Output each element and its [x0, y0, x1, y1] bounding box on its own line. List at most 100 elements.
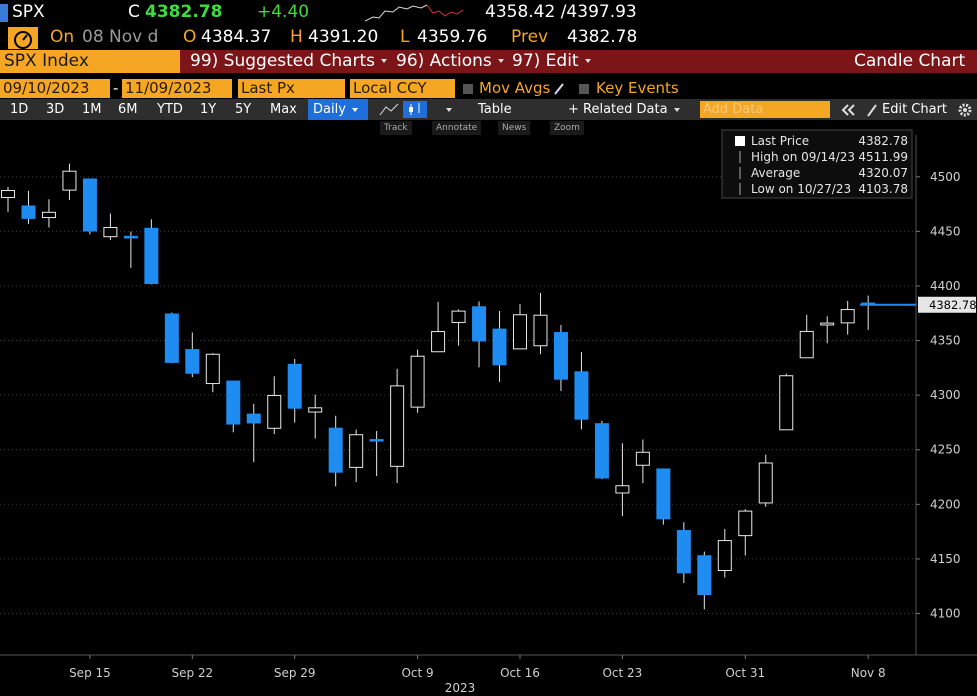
candle-body — [410, 355, 425, 408]
period-button[interactable]: 6M — [118, 102, 138, 117]
candle-body — [738, 510, 753, 537]
tool-button[interactable]: Annotate — [432, 121, 482, 135]
edit-chart-button[interactable]: Edit Chart — [882, 102, 948, 117]
x-tick-label: Oct 16 — [500, 666, 540, 680]
related-data-menu[interactable]: + Related Data — [568, 99, 680, 120]
candle-body — [369, 439, 384, 442]
candle-body — [533, 314, 548, 347]
y-tick-label: 4450 — [930, 224, 961, 238]
mov-avgs-checkbox[interactable] — [463, 84, 473, 94]
candle-body — [287, 363, 302, 409]
tool-button[interactable]: Track — [380, 121, 412, 135]
last-price-tag-label: 4382.78 — [929, 298, 977, 312]
candle-body — [799, 330, 814, 359]
table-button[interactable]: Table — [478, 102, 512, 117]
candle-body — [349, 434, 364, 468]
high-label: H — [290, 27, 303, 47]
suggested-charts-menu[interactable]: 99) Suggested Charts — [190, 49, 388, 74]
gauge-icon[interactable] — [8, 27, 38, 49]
candle-body — [205, 353, 220, 385]
candle-body — [21, 205, 36, 219]
period-button[interactable]: 3D — [46, 102, 65, 117]
security-field[interactable]: SPX Index — [0, 50, 180, 73]
period-button[interactable]: 5Y — [235, 102, 252, 117]
settings-icon[interactable] — [957, 102, 973, 118]
candle-body — [840, 309, 855, 324]
candle-body — [328, 427, 343, 473]
x-tick-label: Sep 29 — [274, 666, 316, 680]
candle-body — [472, 306, 487, 342]
open-value: 4384.37 — [201, 27, 272, 47]
line-type-icon[interactable] — [378, 101, 400, 118]
y-tick-label: 4500 — [930, 170, 961, 184]
currency-select[interactable]: Local CCY — [350, 79, 455, 98]
candle-body — [594, 423, 609, 479]
chart-type-dropdown[interactable] — [440, 99, 452, 120]
candle-body — [513, 314, 527, 350]
y-tick-label: 4250 — [930, 443, 961, 457]
legend-value: 4320.07 — [858, 166, 908, 180]
x-tick-label: Sep 15 — [69, 666, 111, 680]
candle-body — [41, 211, 56, 219]
candle-body — [267, 394, 282, 429]
candle-body — [164, 313, 179, 363]
collapse-icon[interactable] — [840, 102, 856, 118]
candle-body — [144, 227, 159, 285]
candle-body — [574, 371, 589, 420]
low-label: L — [400, 27, 410, 47]
key-events-checkbox[interactable] — [579, 84, 589, 94]
period-button[interactable]: 1D — [10, 102, 29, 117]
x-tick-label: Oct 9 — [401, 666, 433, 680]
candle-body — [861, 302, 876, 306]
on-label: On — [50, 27, 75, 47]
tool-button[interactable]: News — [498, 121, 531, 135]
menu-text: + Related Data — [568, 102, 668, 117]
period-button[interactable]: YTD — [157, 102, 183, 117]
legend-label: Low on 10/27/23 — [751, 182, 851, 196]
quote-date: 08 Nov d — [82, 27, 159, 47]
candle-body — [779, 375, 794, 431]
tool-button[interactable]: Zoom — [550, 121, 584, 135]
candle-body — [123, 235, 138, 239]
end-date[interactable]: 11/09/2023 — [122, 79, 232, 98]
y-tick-label: 4400 — [930, 279, 961, 293]
last-price-tag — [918, 296, 976, 313]
prev-value: 4382.78 — [567, 27, 638, 47]
period-button[interactable]: Max — [270, 102, 297, 117]
y-tick-label: 4150 — [930, 552, 961, 566]
start-date[interactable]: 09/10/2023 — [0, 79, 110, 98]
day-range: 4358.42 /4397.93 — [485, 2, 637, 22]
candle-body — [451, 310, 466, 323]
edit-menu[interactable]: 97) Edit — [512, 49, 591, 74]
legend-value: 4103.78 — [858, 182, 908, 196]
candle-body — [615, 485, 630, 494]
candle-body — [226, 380, 241, 425]
x-tick-label: Oct 23 — [602, 666, 642, 680]
pencil-icon[interactable] — [553, 82, 565, 96]
period-button[interactable]: 1M — [82, 102, 102, 117]
candle-body — [185, 349, 200, 374]
candle-body — [431, 331, 446, 353]
candle-body — [246, 413, 261, 424]
candle-body — [492, 328, 507, 366]
key-events-label: Key Events — [596, 79, 679, 97]
candle-type-icon[interactable] — [403, 101, 427, 118]
y-tick-label: 4350 — [930, 334, 961, 348]
field-select[interactable]: Last Px — [238, 79, 345, 98]
open-label: O — [183, 27, 197, 47]
ticker: SPX — [12, 2, 45, 22]
screen-title: Candle Chart — [854, 51, 966, 71]
candle-body — [390, 385, 405, 467]
actions-menu[interactable]: 96) Actions — [396, 49, 504, 74]
candle-body — [82, 178, 97, 232]
mov-avgs-label: Mov Avgs — [479, 79, 551, 97]
candle-body — [553, 332, 568, 380]
candle-body — [103, 227, 118, 238]
frequency-select[interactable]: Daily — [308, 99, 368, 120]
legend-label: High on 09/14/23 — [751, 150, 855, 164]
frequency-text: Daily — [313, 102, 346, 117]
legend-value: 4382.78 — [858, 134, 908, 148]
period-button[interactable]: 1Y — [200, 102, 217, 117]
add-data-input[interactable]: Add Data — [700, 101, 830, 118]
